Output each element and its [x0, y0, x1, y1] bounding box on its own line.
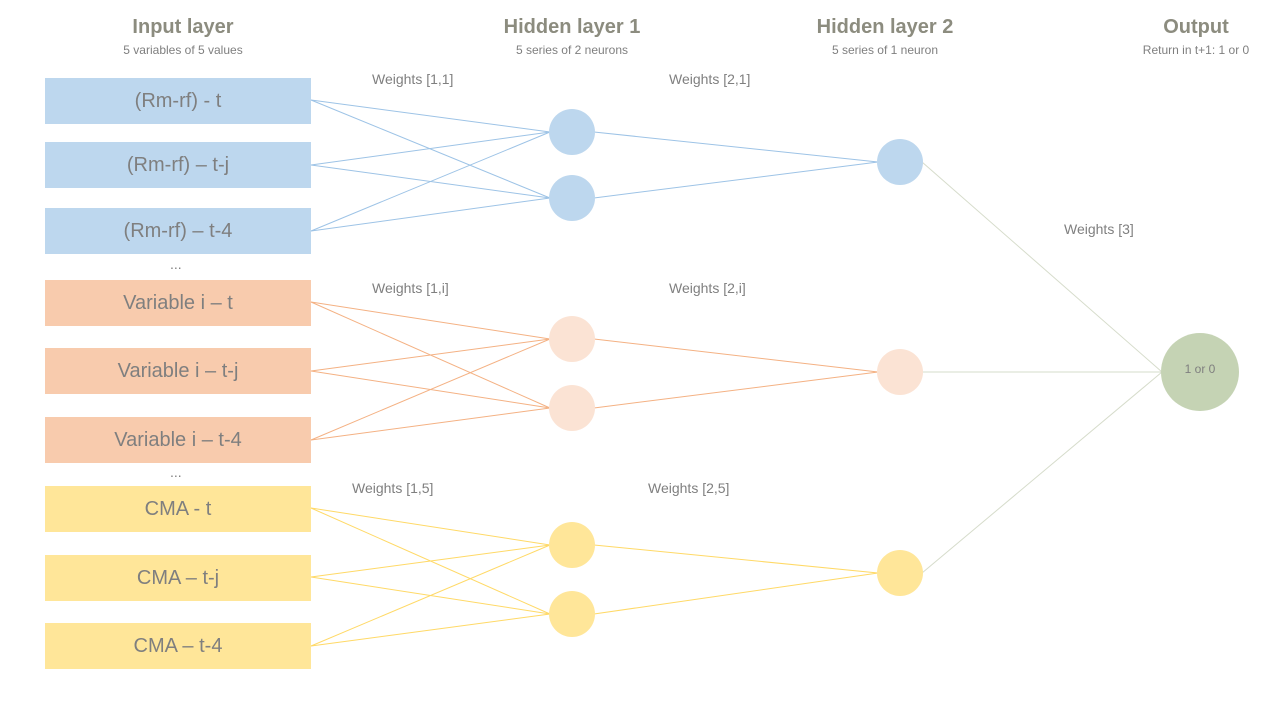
weights-2-i-label: Weights [2,i]: [669, 280, 746, 296]
input-to-hidden1-connection: [310, 407, 551, 441]
input-layer-title: Input layer: [132, 16, 234, 38]
weights-1-1-label: Weights [1,1]: [372, 71, 454, 87]
input-cma-t: CMA - t: [45, 486, 311, 532]
hidden1-to-hidden2-connection: [593, 572, 879, 615]
hidden-layer-1-neuron: [549, 591, 595, 637]
weights-3-label: Weights [3]: [1064, 221, 1134, 237]
ellipsis-1: ...: [170, 256, 182, 272]
output-neuron: [1161, 333, 1239, 411]
input-to-hidden1-connection: [310, 99, 551, 133]
hidden-layer-1-neuron: [549, 522, 595, 568]
input-variable-i-t: Variable i – t: [45, 280, 311, 326]
hidden-layer-2-neuron: [877, 349, 923, 395]
neurons: [549, 109, 1239, 637]
output-node-label: 1 or 0: [1184, 362, 1216, 376]
hidden-layer-2-neuron: [877, 550, 923, 596]
input-to-hidden1-connection: [310, 338, 551, 372]
weights-1-i-label: Weights [1,i]: [372, 280, 449, 296]
hidden1-to-hidden2-connection: [593, 371, 879, 409]
hidden2-to-output-connection: [921, 371, 1163, 574]
input-to-hidden1-connection: [310, 338, 551, 441]
input-to-hidden1-connection: [310, 131, 551, 166]
hidden1-to-hidden2-connection: [593, 131, 879, 163]
input-to-hidden1-connection: [310, 544, 551, 578]
hidden2-to-output-connection: [921, 161, 1163, 373]
input-rm-rf-t-4: (Rm-rf) – t-4: [45, 208, 311, 254]
hidden1-to-hidden2-connection: [593, 544, 879, 574]
input-to-hidden1-connection: [310, 544, 551, 647]
input-variable-i-t-4: Variable i – t-4: [45, 417, 311, 463]
weights-1-5-label: Weights [1,5]: [352, 480, 434, 496]
input-to-hidden1-connection: [310, 613, 551, 647]
connections: [310, 99, 1163, 647]
weights-2-5-label: Weights [2,5]: [648, 480, 730, 496]
input-layer-subtitle: 5 variables of 5 values: [123, 43, 243, 57]
hidden-layer-1-neuron: [549, 316, 595, 362]
input-to-hidden1-connection: [310, 301, 551, 340]
input-cma-t-j: CMA – t-j: [45, 555, 311, 601]
input-rm-rf-t-j: (Rm-rf) – t-j: [45, 142, 311, 188]
input-to-hidden1-connection: [310, 131, 551, 232]
hidden-layer-1-neuron: [549, 175, 595, 221]
weights-2-1-label: Weights [2,1]: [669, 71, 751, 87]
hidden-layer-2-title: Hidden layer 2: [816, 16, 954, 38]
ellipsis-2: ...: [170, 464, 182, 480]
hidden-layer-1-neuron: [549, 385, 595, 431]
output-layer-subtitle: Return in t+1: 1 or 0: [1142, 43, 1250, 57]
hidden-layer-2-neuron: [877, 139, 923, 185]
input-to-hidden1-connection: [310, 197, 551, 232]
input-variable-i-t-j: Variable i – t-j: [45, 348, 311, 394]
hidden1-to-hidden2-connection: [593, 161, 879, 199]
hidden-layer-1-title: Hidden layer 1: [503, 16, 641, 38]
input-to-hidden1-connection: [310, 507, 551, 546]
hidden-layer-1-neuron: [549, 109, 595, 155]
hidden-layer-1-subtitle: 5 series of 2 neurons: [515, 43, 629, 57]
input-cma-t-4: CMA – t-4: [45, 623, 311, 669]
input-rm-rf-t: (Rm-rf) - t: [45, 78, 311, 124]
output-layer-title: Output: [1163, 16, 1229, 38]
hidden1-to-hidden2-connection: [593, 338, 879, 373]
hidden-layer-2-subtitle: 5 series of 1 neuron: [831, 43, 939, 57]
